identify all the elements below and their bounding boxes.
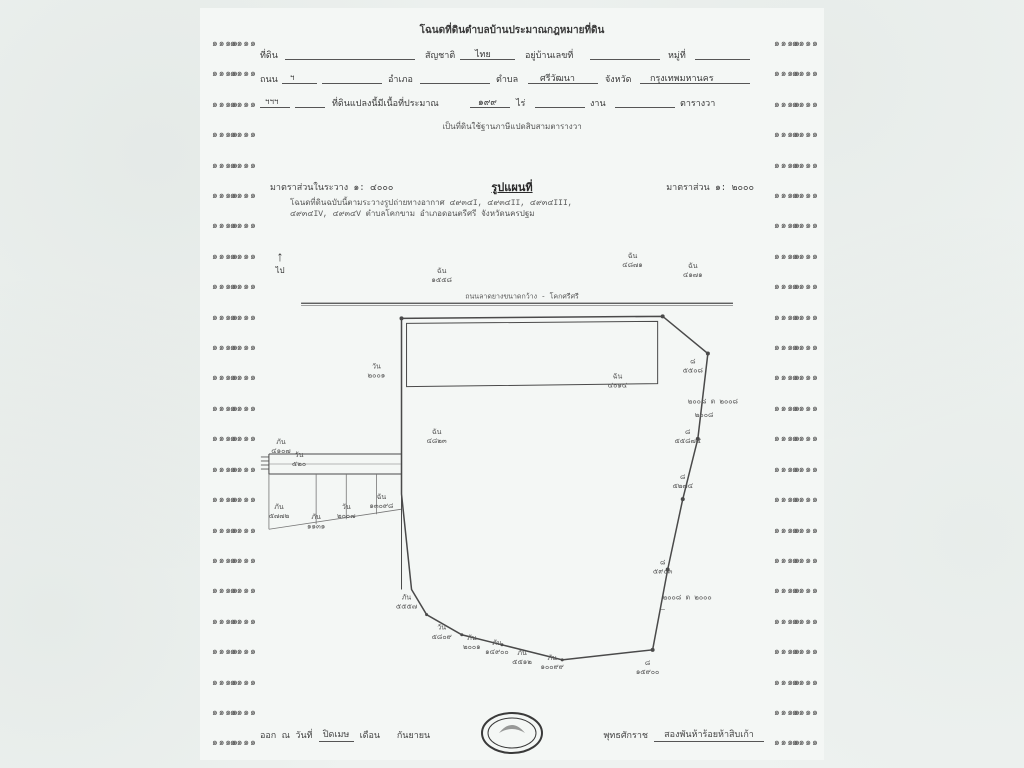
parcel-label-top: วัน: [372, 363, 381, 372]
parcel-label-top: ฉัน: [437, 267, 447, 276]
parcel-label-bot: ๒๐๐๑: [368, 373, 386, 381]
label-issued: ออก ณ วันที่: [260, 728, 313, 742]
label-road: ถนน: [260, 72, 278, 86]
border-right-inner: ๑๑๑๑๑๑๑๑๑๑๑๑๑๑๑๑๑๑๑๑๑๑๑๑๑๑๑๑๑๑๑๑๑๑๑๑๑๑๑๑…: [774, 38, 794, 750]
parcel-label-top: ภัน: [402, 594, 412, 603]
parcel-label-top: ฉัน: [377, 493, 387, 502]
border-right-outer: ๑๑๑๑๑๑๑๑๑๑๑๑๑๑๑๑๑๑๑๑๑๑๑๑๑๑๑๑๑๑๑๑๑๑๑๑๑๑๑๑…: [792, 38, 812, 750]
parcel-label-bot: ๕๒๐: [292, 461, 306, 469]
scale-marker: ๒๐๐๘ ต ๒๐๐๘: [688, 399, 739, 407]
parcel-label-top: ฉัน: [628, 252, 638, 261]
value-nationality: ไทย: [475, 47, 491, 61]
parcel-label-top: ภัน: [492, 639, 502, 648]
parcel-label-bot: ๔๑๐๗: [271, 448, 290, 456]
cadastral-map: ถนนลาดยางขนาดกว้าง - โคกศรีศรี: [260, 238, 764, 690]
label-nationality: สัญชาติ: [425, 48, 455, 62]
parcel-label-bot: ๔๘๒๓: [427, 438, 447, 446]
parcel-label-bot: ๕๕๕๗: [396, 604, 417, 612]
parcel-label-bot: ๑๓๐๙๘: [369, 503, 394, 511]
value-year: สองพันห้าร้อยห้าสิบเก้า: [654, 727, 764, 742]
parcel-label-top: ภัน: [274, 503, 284, 512]
parcel-label-top: วัน: [342, 503, 351, 512]
area-note: เป็นที่ดินใช้ฐานภาษีแปดสิบสามตารางวา: [260, 120, 764, 133]
parcel-label-bot: ๒๐๐๗: [337, 513, 355, 521]
map-svg: ถนนลาดยางขนาดกว้าง - โคกศรีศรี: [260, 238, 764, 690]
land-title-document: ๑๑๑๑๑๑๑๑๑๑๑๑๑๑๑๑๑๑๑๑๑๑๑๑๑๑๑๑๑๑๑๑๑๑๑๑๑๑๑๑…: [200, 8, 824, 760]
parcel-label-top: ๘: [680, 474, 686, 482]
label-area: ที่ดินแปลงนี้มีเนื้อที่ประมาณ: [332, 96, 439, 110]
label-month: เดือน: [360, 728, 380, 742]
desc-line1: โฉนดที่ดินฉบับนี้ตามระวางรูปถ่ายทางอากาศ…: [290, 199, 573, 208]
parcel-label-top: ฉัน: [688, 262, 698, 271]
form-row-3: ฯฯฯ ที่ดินแปลงนี้มีเนื้อที่ประมาณ ๑๙๙ ไร…: [260, 96, 764, 118]
scale-marker: ๒๐๐๘ ต ๒๐๐๐: [663, 595, 712, 603]
label-amphoe: อำเภอ: [388, 72, 413, 86]
map-description: โฉนดที่ดินฉบับนี้ตามระวางรูปถ่ายทางอากาศ…: [290, 198, 734, 220]
road-label: ถนนลาดยางขนาดกว้าง - โคกศรีศรี: [465, 291, 579, 301]
value-tambon: ศรีวัฒนา: [540, 71, 575, 85]
form-row-1: ที่ดิน สัญชาติ ไทย อยู่บ้านเลขที่ หมู่ที…: [260, 48, 764, 70]
label-landname: ที่ดิน: [260, 48, 278, 62]
parcel-label-bot: ๒๐๐๑: [463, 644, 481, 652]
parcel-label-top: ภัน: [547, 654, 557, 663]
parcel-label-bot: ๑๐๐๙๙: [541, 664, 564, 672]
parcel-label-bot: ๑๔๙๐๐: [485, 649, 508, 657]
parcel-label-top: วัน: [295, 451, 304, 460]
parcel-label-bot: ๑๕๕๘: [431, 277, 452, 285]
parcel-label-bot: ๔๑๗๑: [683, 272, 703, 280]
label-province: จังหวัด: [605, 72, 632, 86]
parcel-label-bot: ๕๕๐๘: [683, 368, 704, 376]
document-title: โฉนดที่ดินตำบลบ้านประมาณกฎหมายที่ดิน: [200, 23, 824, 38]
label-ngan: งาน: [590, 96, 606, 110]
owner-form: ที่ดิน สัญชาติ ไทย อยู่บ้านเลขที่ หมู่ที…: [260, 48, 764, 133]
label-moo: หมู่ที่: [668, 48, 686, 62]
parcel-label-bot: ๕๕๑๒: [512, 659, 532, 667]
scale-right-text: มาตราส่วน ๑: ๒๐๐๐: [666, 180, 754, 194]
parcel-label-top: ภัน: [517, 649, 527, 658]
parcel-label-top: ฉัน: [432, 428, 442, 437]
parcel-label-bot: ๔๐๑๔: [608, 383, 628, 391]
label-house-no: อยู่บ้านเลขที่: [525, 48, 573, 62]
parcel-label-top: ๘: [690, 359, 696, 367]
parcel-label-top: ภัน: [311, 513, 321, 522]
parcel-label-top: ภัน: [276, 438, 286, 447]
parcel-label-top: ๘: [685, 429, 691, 437]
parcel-label-top: ภัน: [467, 634, 477, 643]
parcel-label-top: ๘: [660, 559, 666, 567]
scale-marker: —: [660, 607, 666, 615]
parcel-label-bot: ๑๑๓๑: [307, 523, 325, 531]
parcel-label-top: ฉัน: [613, 373, 623, 382]
parcel-label-bot: ๕๕๘๗๕: [674, 438, 701, 446]
label-rai: ไร่: [516, 96, 525, 110]
form-row-2: ถนน ฯ อำเภอ ตำบล ศรีวัฒนา จังหวัด กรุงเท…: [260, 72, 764, 94]
issue-date-row: ออก ณ วันที่ ปิดเมษ เดือน กันยายน พุทธศั…: [260, 727, 764, 742]
parcel-label-bot: ๕๘๐๙: [432, 634, 452, 642]
value-month: กันยายน: [386, 728, 441, 742]
parcel-label-top: ๘: [645, 660, 651, 668]
parcel-label-bot: ๕๙๐๓: [653, 568, 673, 576]
parcel-label-bot: ๕๗๗๒: [269, 513, 290, 521]
parcel-label-bot: ๔๘๗๑: [622, 262, 642, 270]
value-province: กรุงเทพมหานคร: [650, 71, 714, 85]
parcel-label-bot: ๕๒๗๔: [672, 483, 693, 491]
label-tambon: ตำบล: [496, 72, 518, 86]
border-left-outer: ๑๑๑๑๑๑๑๑๑๑๑๑๑๑๑๑๑๑๑๑๑๑๑๑๑๑๑๑๑๑๑๑๑๑๑๑๑๑๑๑…: [212, 38, 232, 750]
parcel-label-bot: ๑๕๙๐๐: [636, 669, 659, 677]
label-wah: ตารางวา: [680, 96, 715, 110]
desc-line2: ๔๙๓๔IV, ๔๙๓๔V ตำบลโคกขาม อำเภอดอนตรีศรี …: [290, 210, 535, 219]
value-day: ปิดเมษ: [319, 727, 354, 742]
parcel-label-top: วัน: [437, 624, 446, 633]
scale-marker: ๒๐๐๘: [695, 412, 714, 420]
label-year: พุทธศักราช: [603, 728, 648, 742]
border-left-inner: ๑๑๑๑๑๑๑๑๑๑๑๑๑๑๑๑๑๑๑๑๑๑๑๑๑๑๑๑๑๑๑๑๑๑๑๑๑๑๑๑…: [230, 38, 250, 750]
